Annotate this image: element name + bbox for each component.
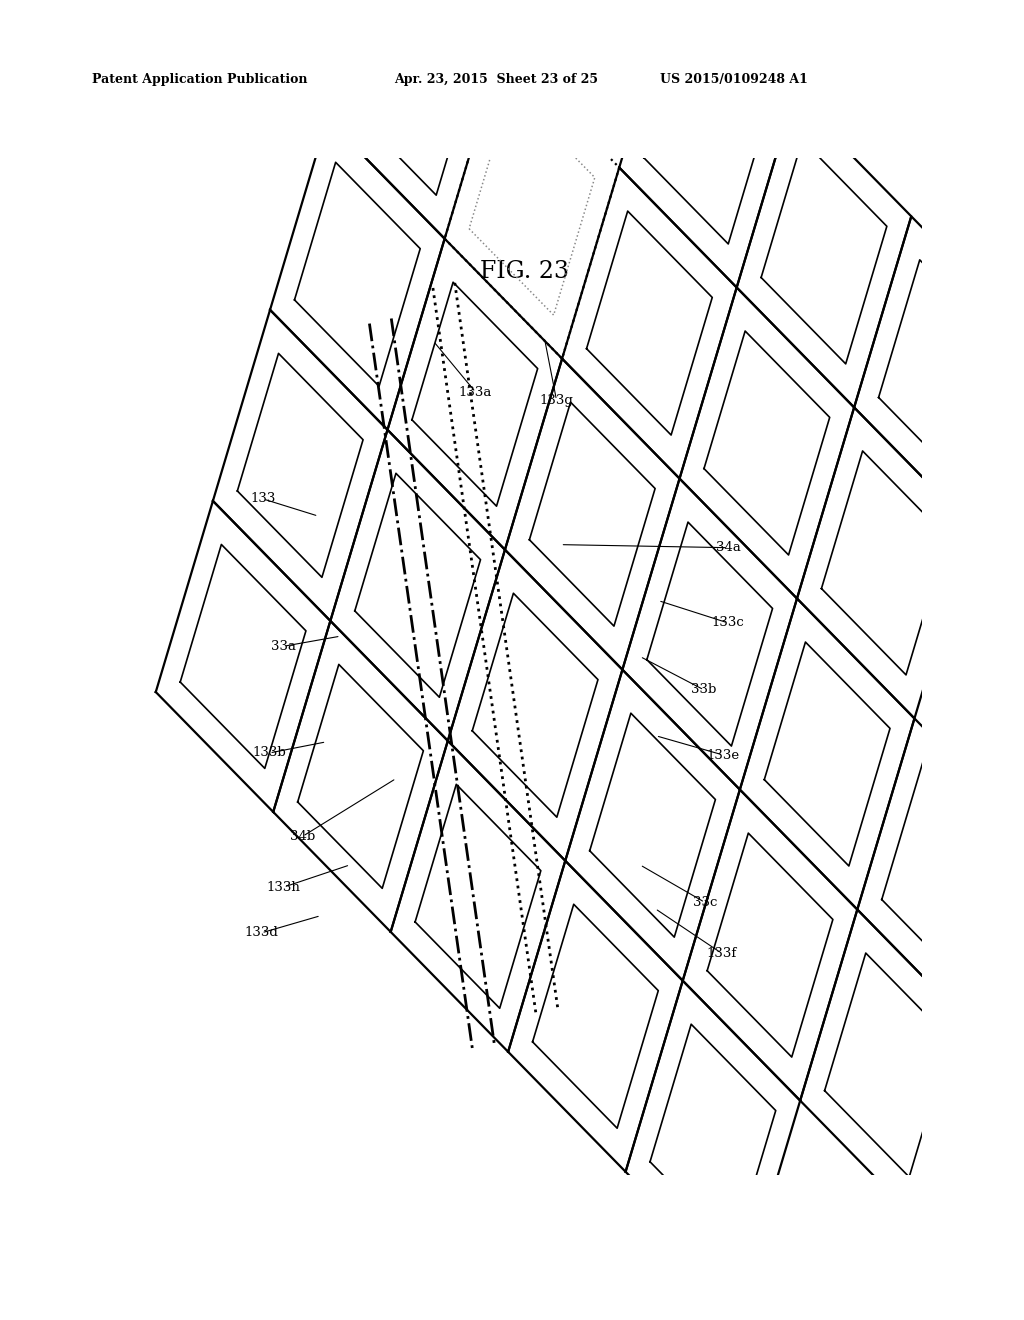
Text: FIG. 23: FIG. 23	[480, 260, 569, 282]
Text: 133b: 133b	[252, 747, 286, 759]
Text: US 2015/0109248 A1: US 2015/0109248 A1	[660, 73, 808, 86]
Text: Apr. 23, 2015  Sheet 23 of 25: Apr. 23, 2015 Sheet 23 of 25	[394, 73, 598, 86]
Text: 133: 133	[250, 492, 275, 506]
Text: 133d: 133d	[245, 927, 279, 940]
Text: 133g: 133g	[540, 393, 573, 407]
Text: Patent Application Publication: Patent Application Publication	[92, 73, 307, 86]
Text: 133f: 133f	[707, 946, 736, 960]
Text: 33c: 33c	[693, 896, 717, 909]
Text: 33a: 33a	[271, 640, 296, 653]
Text: 33b: 33b	[691, 684, 717, 697]
Text: 34a: 34a	[716, 541, 740, 554]
Text: 133h: 133h	[266, 880, 300, 894]
Text: 133a: 133a	[459, 385, 493, 399]
Text: 133e: 133e	[707, 748, 739, 762]
Text: 34b: 34b	[290, 830, 315, 843]
Text: 133c: 133c	[712, 616, 744, 630]
